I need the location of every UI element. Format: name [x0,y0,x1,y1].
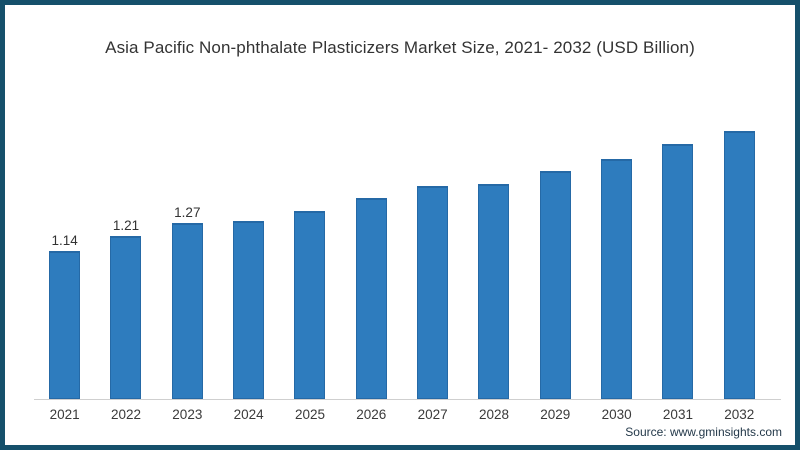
bar-group [647,123,708,399]
x-tick-label: 2021 [49,407,80,422]
x-tick-label: 2025 [294,407,325,422]
x-tick-label: 2031 [662,407,693,422]
bar-group [709,123,770,399]
bar-value-label: 1.27 [174,205,201,220]
x-tick-label: 2029 [540,407,571,422]
bar [49,251,81,399]
bar-value-label: 1.21 [112,218,140,233]
bar-group [525,123,586,399]
bar [723,131,755,399]
bar [233,221,265,399]
x-tick-label: 2024 [233,407,264,422]
bar-group: 1.14 [34,123,95,399]
chart-title: Asia Pacific Non-phthalate Plasticizers … [105,38,695,57]
bar-group: 1.21 [95,123,156,399]
bar-group [341,123,402,399]
bar [601,159,633,399]
bar-group [402,123,463,399]
x-axis-tick-labels: 2021 2022 2023 2024 2025 2026 2027 2028 … [34,407,770,422]
bar [294,211,326,399]
bar-value-label: 1.14 [51,233,78,248]
x-tick-label: 2028 [478,407,509,422]
x-tick-label: 2026 [356,407,387,422]
bar-group [218,123,279,399]
x-axis-line [34,399,781,400]
bar-group [279,123,340,399]
bar [662,144,694,399]
bar [478,184,510,399]
x-tick-label: 2032 [724,407,755,422]
plot-area: 1.14 1.21 1.27 [34,123,770,399]
bar-group: 1.27 [157,123,218,399]
x-tick-label: 2022 [110,407,142,422]
bar-group [463,123,524,399]
x-tick-label: 2030 [601,407,632,422]
bar [539,171,571,399]
x-tick-label: 2023 [172,407,203,422]
x-tick-label: 2027 [417,407,448,422]
source-attribution: Source: www.gminsights.com [625,425,782,439]
bar [171,223,203,399]
bar-group [586,123,647,399]
bar [355,198,387,399]
bar [110,236,142,399]
bar [417,186,449,399]
